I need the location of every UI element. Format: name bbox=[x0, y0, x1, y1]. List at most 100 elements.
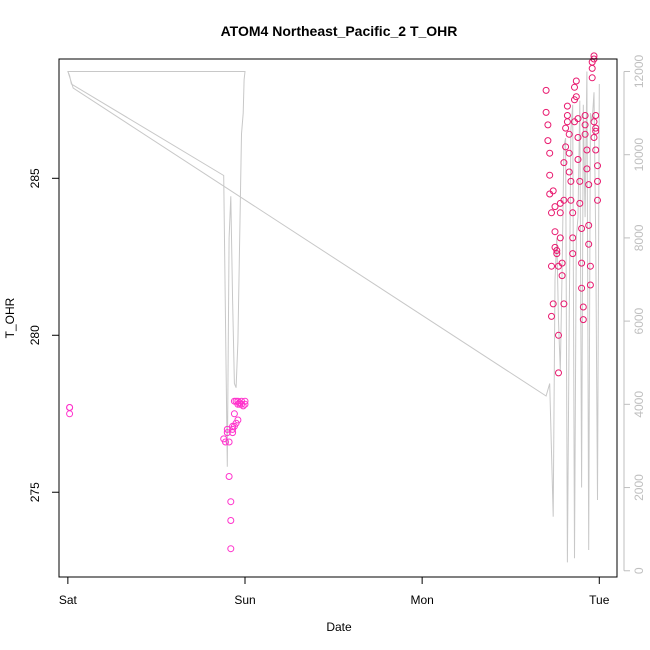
data-point bbox=[556, 209, 564, 217]
data-point bbox=[588, 74, 596, 82]
data-point bbox=[579, 303, 587, 311]
data-point bbox=[223, 425, 231, 433]
data-point bbox=[548, 312, 555, 320]
data-point bbox=[234, 416, 242, 424]
data-point bbox=[569, 209, 577, 217]
data-point bbox=[563, 112, 571, 119]
y-right-tick-label: 10000 bbox=[632, 138, 646, 172]
data-point bbox=[586, 281, 594, 289]
data-point bbox=[553, 247, 561, 254]
data-point bbox=[549, 300, 557, 308]
x-tick-label: Mon bbox=[410, 593, 433, 607]
data-point bbox=[569, 250, 577, 258]
y-axis-label: T_OHR bbox=[3, 297, 17, 338]
data-point bbox=[594, 162, 601, 170]
data-point bbox=[583, 165, 591, 173]
data-point bbox=[227, 517, 235, 524]
data-point bbox=[590, 134, 598, 141]
data-point bbox=[556, 234, 564, 242]
y-right-tick-label: 8000 bbox=[632, 224, 646, 251]
data-point bbox=[555, 331, 562, 339]
data-point bbox=[223, 429, 231, 437]
plot-marks bbox=[66, 52, 601, 563]
data-point bbox=[581, 130, 589, 138]
data-point bbox=[563, 102, 571, 110]
data-point bbox=[592, 112, 600, 119]
data-point bbox=[546, 149, 554, 157]
data-point bbox=[542, 108, 550, 116]
data-point bbox=[553, 250, 561, 258]
data-point bbox=[586, 262, 594, 270]
data-point bbox=[569, 234, 577, 242]
data-point bbox=[572, 77, 580, 85]
data-point bbox=[548, 262, 555, 270]
y-right-tick-label: 6000 bbox=[632, 307, 646, 334]
data-point bbox=[548, 209, 555, 217]
data-point bbox=[576, 177, 584, 185]
data-point bbox=[585, 181, 593, 189]
data-point bbox=[558, 272, 566, 280]
data-point bbox=[560, 159, 568, 167]
data-point bbox=[571, 83, 578, 91]
data-point bbox=[555, 369, 562, 377]
data-point bbox=[558, 259, 566, 267]
y-right-tick-label: 12000 bbox=[632, 54, 646, 88]
plot-frame bbox=[58, 58, 618, 578]
data-point bbox=[546, 171, 554, 179]
data-point bbox=[574, 134, 582, 141]
x-tick-label: Tue bbox=[589, 593, 610, 607]
chart-title: ATOM4 Northeast_Pacific_2 T_OHR bbox=[221, 23, 458, 39]
data-point bbox=[594, 196, 601, 204]
data-point bbox=[222, 438, 229, 446]
data-point bbox=[567, 177, 575, 185]
data-point bbox=[225, 473, 233, 480]
data-point bbox=[572, 93, 580, 101]
data-point bbox=[578, 225, 586, 232]
y-right-tick-label: 2000 bbox=[632, 474, 646, 501]
data-point bbox=[544, 137, 552, 145]
x-axis: Sat Sun Mon Tue bbox=[59, 576, 610, 607]
data-point bbox=[551, 228, 559, 236]
data-point bbox=[578, 259, 586, 267]
y-right-tick-label: 0 bbox=[632, 567, 646, 574]
data-point bbox=[576, 199, 584, 207]
data-point bbox=[594, 177, 601, 185]
data-point bbox=[585, 240, 593, 248]
data-point bbox=[66, 404, 74, 411]
y-right-tick-label: 4000 bbox=[632, 391, 646, 418]
data-point bbox=[567, 196, 575, 204]
data-point bbox=[565, 149, 573, 157]
data-point bbox=[583, 146, 591, 154]
data-point bbox=[581, 112, 589, 119]
data-point bbox=[588, 64, 596, 72]
data-point bbox=[565, 130, 573, 138]
data-point bbox=[66, 410, 74, 418]
data-point bbox=[592, 124, 600, 132]
y-axis-right: 0 2000 4000 6000 8000 10000 12000 bbox=[623, 54, 646, 574]
data-point bbox=[239, 402, 247, 410]
data-point bbox=[579, 316, 587, 324]
data-point bbox=[230, 410, 238, 418]
data-point bbox=[581, 121, 589, 129]
data-point bbox=[225, 438, 233, 446]
x-tick-label: Sun bbox=[234, 593, 255, 607]
data-point bbox=[563, 118, 571, 126]
data-point bbox=[578, 284, 586, 292]
x-axis-label: Date bbox=[326, 620, 352, 634]
data-point bbox=[241, 397, 249, 405]
y-left-tick-label: 275 bbox=[28, 482, 42, 502]
data-point bbox=[585, 221, 593, 229]
data-point bbox=[565, 168, 573, 176]
y-left-tick-label: 285 bbox=[28, 168, 42, 188]
data-point bbox=[560, 196, 568, 204]
data-point bbox=[574, 115, 582, 123]
data-point bbox=[227, 498, 235, 506]
data-point bbox=[562, 143, 570, 151]
data-point bbox=[241, 400, 249, 408]
data-point bbox=[592, 127, 600, 135]
y-left-tick-label: 280 bbox=[28, 325, 42, 345]
altitude-line bbox=[67, 71, 600, 563]
data-point bbox=[574, 156, 582, 163]
data-point bbox=[590, 118, 598, 126]
